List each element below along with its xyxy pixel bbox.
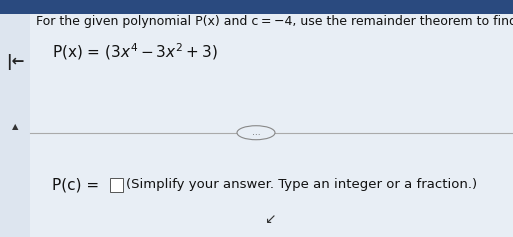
Text: ↙: ↙ bbox=[264, 212, 276, 226]
Text: For the given polynomial P(x) and c = −4, use the remainder theorem to find P(c): For the given polynomial P(x) and c = −4… bbox=[36, 15, 513, 28]
Text: P(c) =: P(c) = bbox=[52, 177, 104, 192]
Text: (Simplify your answer. Type an integer or a fraction.): (Simplify your answer. Type an integer o… bbox=[126, 178, 477, 191]
FancyBboxPatch shape bbox=[0, 0, 513, 14]
FancyBboxPatch shape bbox=[109, 178, 123, 192]
Text: ...: ... bbox=[252, 128, 260, 137]
Ellipse shape bbox=[237, 126, 275, 140]
Text: |←: |← bbox=[6, 54, 24, 70]
Text: ▲: ▲ bbox=[12, 123, 18, 132]
Text: P(x) = $\left(3x^4-3x^2+3\right)$: P(x) = $\left(3x^4-3x^2+3\right)$ bbox=[52, 42, 218, 62]
FancyBboxPatch shape bbox=[0, 0, 30, 237]
